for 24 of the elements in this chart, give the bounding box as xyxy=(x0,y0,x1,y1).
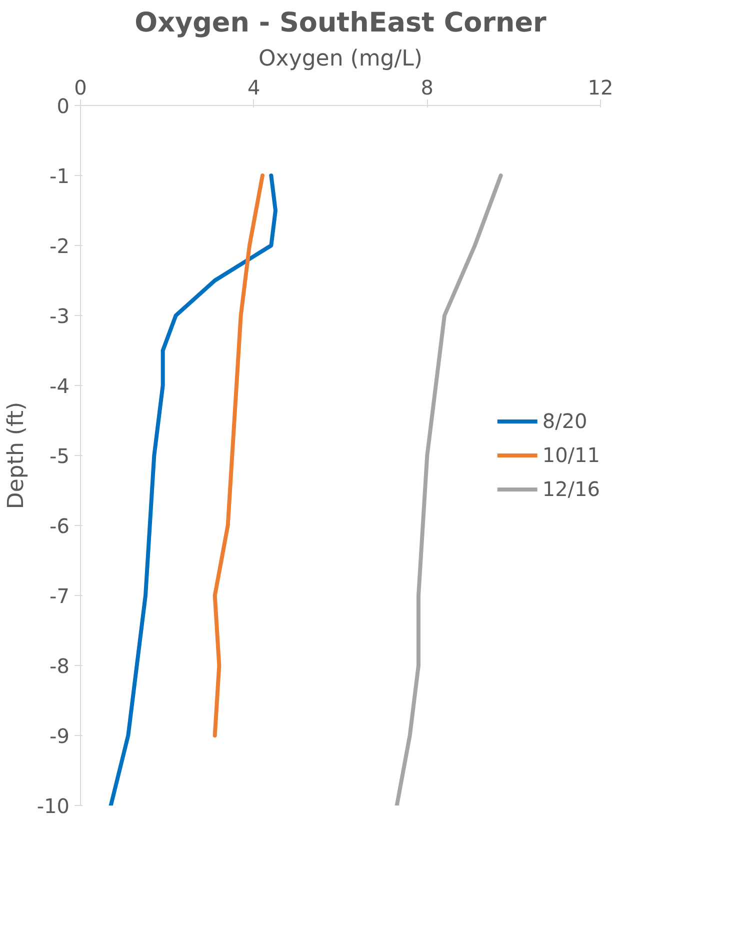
y-tick-label: -10 xyxy=(36,794,70,818)
legend-label: 8/20 xyxy=(542,409,588,433)
y-tick-label: -5 xyxy=(50,444,70,468)
x-tick-label: 4 xyxy=(247,76,260,100)
line-series xyxy=(212,174,264,738)
y-tick-label: 0 xyxy=(56,94,70,118)
legend-label: 10/11 xyxy=(542,443,600,467)
x-tick-label: 0 xyxy=(74,76,87,100)
y-tick-label: -3 xyxy=(50,304,70,328)
x-tick-label: 12 xyxy=(588,76,614,100)
y-tick-label: -7 xyxy=(50,584,70,608)
y-tick-label: -2 xyxy=(50,234,70,258)
y-tick-label: -1 xyxy=(50,164,70,188)
x-axis-title: Oxygen (mg/L) xyxy=(258,46,423,72)
y-tick-label: -4 xyxy=(50,374,70,398)
y-tick-label: -8 xyxy=(50,654,70,678)
x-tick-label: 8 xyxy=(420,76,434,100)
y-tick-label: -6 xyxy=(50,514,70,538)
line-series xyxy=(108,174,278,806)
line-series xyxy=(394,174,503,806)
y-tick-label: -9 xyxy=(50,724,70,748)
y-axis-title: Depth (ft) xyxy=(4,402,29,510)
chart-title: Oxygen - SouthEast Corner xyxy=(134,8,548,38)
legend-label: 12/16 xyxy=(542,477,600,501)
